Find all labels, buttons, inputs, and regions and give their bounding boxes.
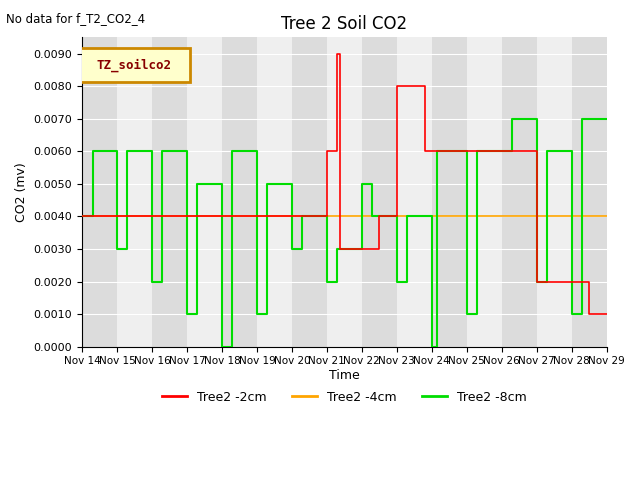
Bar xyxy=(397,37,432,347)
Y-axis label: CO2 (mv): CO2 (mv) xyxy=(15,162,28,222)
Bar xyxy=(432,37,467,347)
FancyBboxPatch shape xyxy=(79,48,189,82)
Bar xyxy=(502,37,537,347)
Text: TZ_soilco2: TZ_soilco2 xyxy=(97,59,172,72)
Bar xyxy=(152,37,187,347)
Bar xyxy=(327,37,362,347)
Bar xyxy=(222,37,257,347)
Bar xyxy=(82,37,117,347)
Bar xyxy=(362,37,397,347)
Bar xyxy=(257,37,292,347)
Bar xyxy=(467,37,502,347)
X-axis label: Time: Time xyxy=(329,369,360,382)
Bar xyxy=(292,37,327,347)
Bar xyxy=(117,37,152,347)
Bar xyxy=(572,37,607,347)
Bar xyxy=(187,37,222,347)
Bar xyxy=(537,37,572,347)
Legend: Tree2 -2cm, Tree2 -4cm, Tree2 -8cm: Tree2 -2cm, Tree2 -4cm, Tree2 -8cm xyxy=(157,385,531,408)
Text: No data for f_T2_CO2_4: No data for f_T2_CO2_4 xyxy=(6,12,145,25)
Title: Tree 2 Soil CO2: Tree 2 Soil CO2 xyxy=(281,15,408,33)
